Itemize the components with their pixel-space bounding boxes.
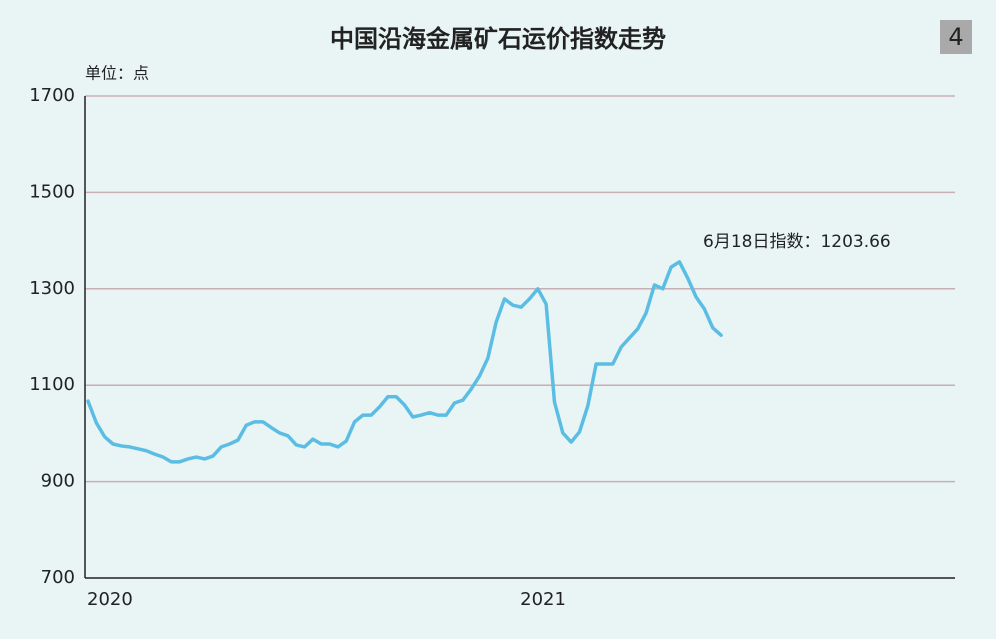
x-tick-label: 2021 — [520, 589, 566, 610]
y-tick-label: 900 — [41, 471, 75, 492]
badge-box — [940, 20, 972, 54]
line — [86, 260, 723, 464]
y-tick-label: 700 — [41, 567, 75, 588]
y-tick-label: 1100 — [29, 374, 75, 395]
y-tick-label: 1700 — [29, 85, 75, 106]
y-axis-label: 单位：点 — [85, 64, 149, 83]
chart-title: 中国沿海金属矿石运价指数走势 — [330, 25, 666, 53]
badge: 4 — [948, 23, 963, 51]
x-tick-label: 2020 — [87, 589, 133, 610]
annotation: 6月18日指数：1203.66 — [703, 232, 891, 252]
y-tick-label: 1500 — [29, 181, 75, 202]
y-tick-label: 1300 — [29, 278, 75, 299]
